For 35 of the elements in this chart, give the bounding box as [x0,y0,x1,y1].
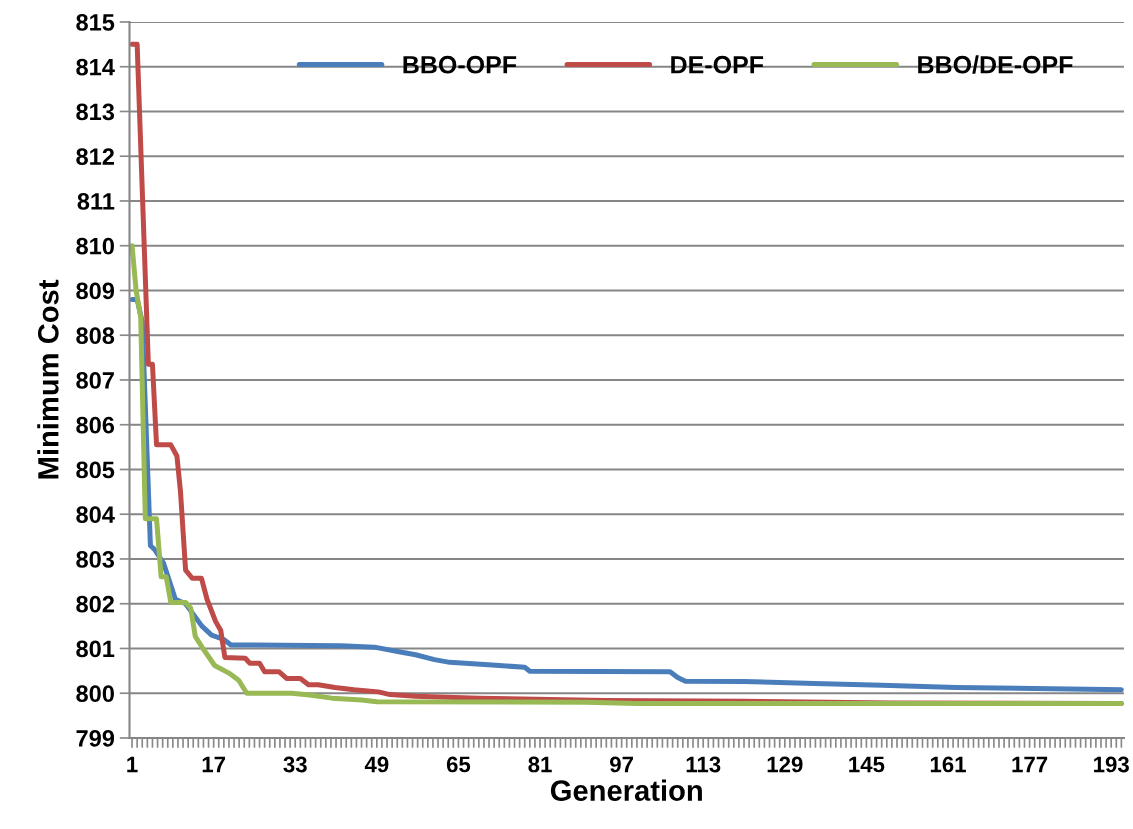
x-tick-label: 65 [446,756,471,773]
y-tick-label: 805 [76,461,115,479]
y-tick-label: 810 [76,237,114,255]
x-tick-label: 113 [686,756,721,773]
x-tick-label: 33 [283,756,307,773]
x-tick-label: 17 [202,756,226,773]
y-tick-label: 802 [76,595,114,613]
x-tick-label: 1 [127,756,138,773]
legend-label: DE-OPF [671,55,764,74]
x-tick-label: 145 [849,756,885,773]
y-tick-label: 806 [76,416,115,434]
x-tick-label: 193 [1094,756,1129,773]
y-tick-label: 807 [76,372,114,389]
y-tick-label: 808 [76,327,115,345]
x-tick-label: 97 [610,756,633,773]
x-tick-label: 81 [528,756,552,773]
x-tick-label: 129 [767,756,803,773]
y-tick-label: 804 [76,506,115,524]
y-tick-label: 799 [76,730,115,747]
legend-label: BBO-OPF [403,55,517,74]
y-tick-label: 803 [76,551,115,568]
x-tick-label: 177 [1012,756,1048,773]
y-tick-label: 815 [76,14,115,31]
y-tick-label: 809 [76,282,115,300]
y-tick-label: 814 [76,58,115,76]
x-tick-label: 161 [930,756,966,773]
legend-label: BBO/DE-OPF [918,55,1073,74]
y-tick-label: 812 [76,148,114,166]
x-axis-title: Generation [550,779,702,801]
y-tick-label: 801 [76,640,115,658]
y-tick-label: 813 [76,103,115,121]
x-tick-label: 49 [364,756,389,773]
y-tick-label: 800 [76,685,114,703]
y-tick-label: 811 [77,193,115,210]
y-axis-title: Minimum Cost [37,279,59,479]
